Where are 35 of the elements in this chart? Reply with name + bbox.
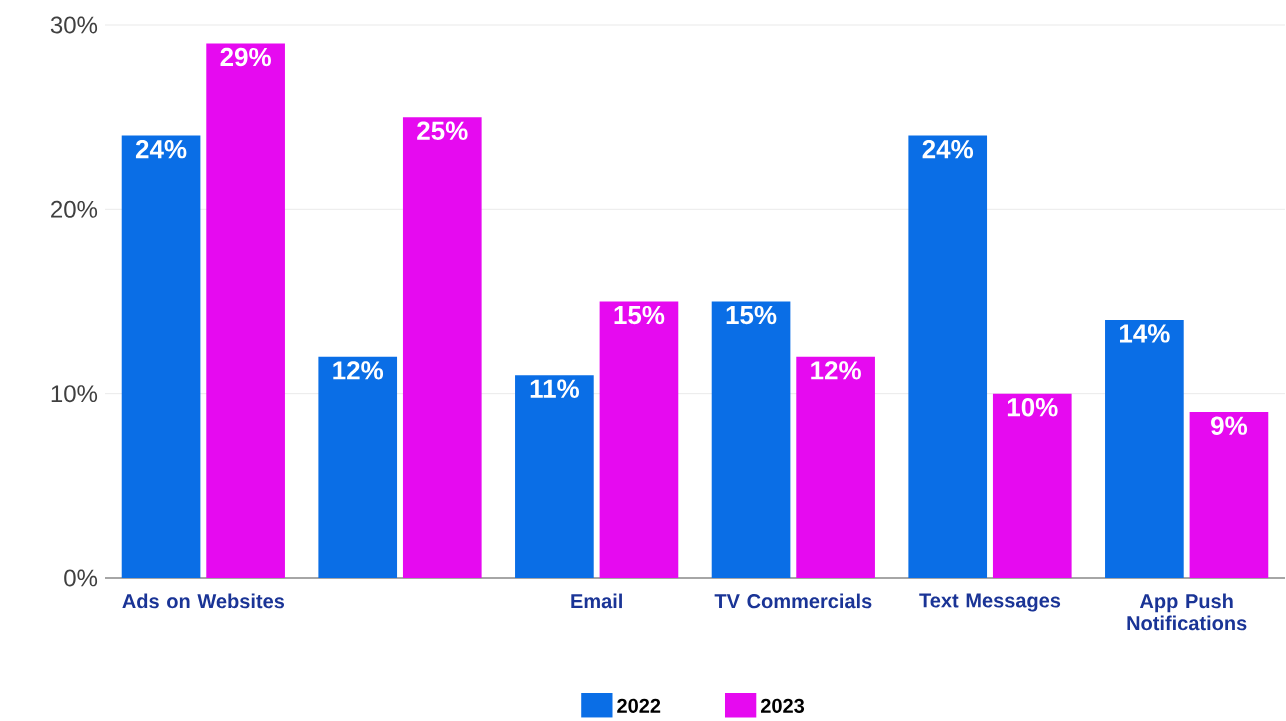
data-label: 11% [530, 379, 579, 398]
bar [402, 117, 482, 578]
x-tick-label: TV Commercials [714, 593, 872, 609]
data-label: 10% [1007, 398, 1058, 417]
data-label: 9% [1211, 416, 1248, 435]
bar [515, 375, 594, 578]
data-label: 14% [1119, 324, 1170, 343]
y-tick-label: 10% [51, 385, 98, 403]
data-label: 29% [220, 47, 271, 67]
bar [992, 393, 1072, 578]
x-tick-label: Email [571, 593, 622, 609]
data-label: 15% [614, 305, 665, 325]
data-label: 25% [417, 121, 468, 140]
bar [121, 135, 201, 578]
bar [206, 43, 285, 578]
legend-label: 2023 [760, 698, 805, 713]
bar [1105, 319, 1184, 578]
y-tick-label: 0% [64, 569, 98, 587]
x-tick-label: App Push Notifications [1127, 593, 1247, 631]
x-tick-label: Ads on Websites [122, 593, 285, 609]
data-label: 24% [922, 139, 974, 159]
bar [908, 135, 988, 578]
data-label: 15% [726, 305, 777, 325]
data-label: 12% [811, 361, 861, 380]
legend-label: 2022 [617, 698, 661, 713]
bar [711, 301, 791, 578]
bar [599, 301, 679, 578]
data-label: 12% [333, 361, 384, 380]
x-tick-label: Text Messages [919, 593, 1061, 612]
data-label: 24% [135, 139, 187, 159]
bar [1189, 412, 1269, 578]
y-tick-label: 30% [50, 16, 98, 34]
y-tick-label: 20% [51, 200, 98, 218]
bar [318, 356, 398, 578]
bar [796, 356, 875, 578]
